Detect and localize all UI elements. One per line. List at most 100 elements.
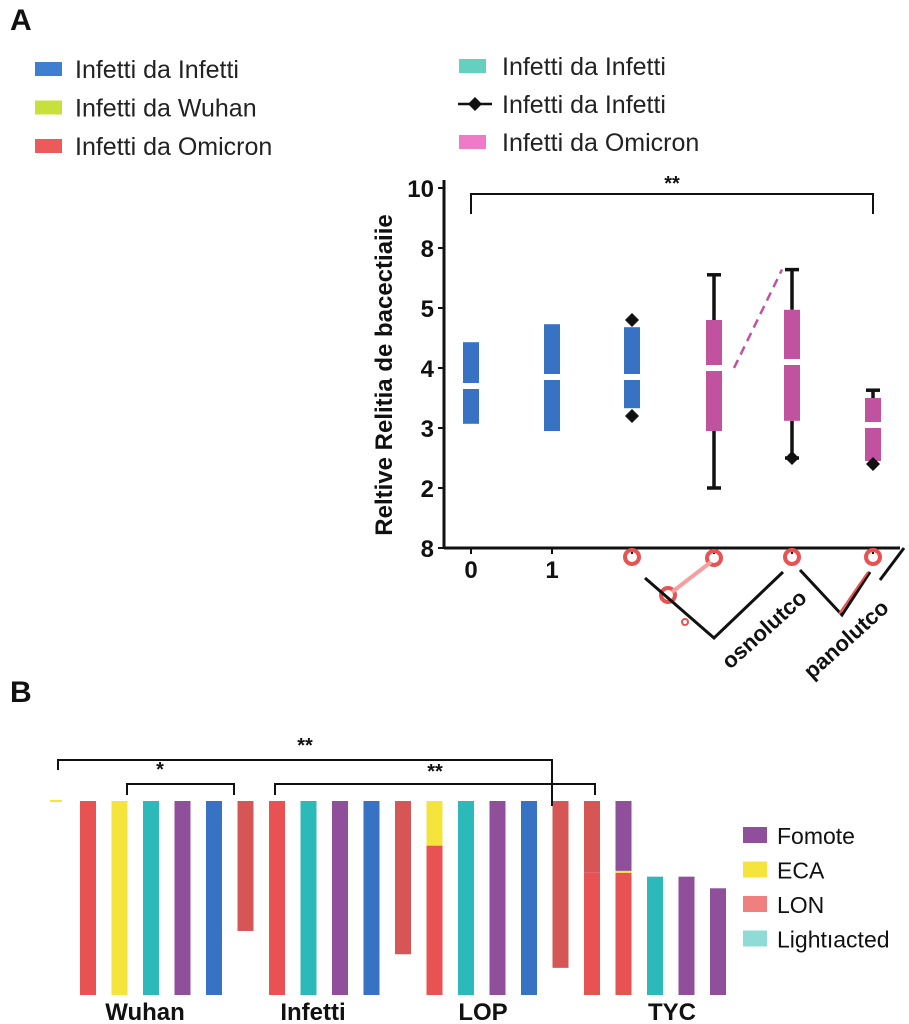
bar-9 [363,801,380,995]
y-axis-label: Reltive Relitia de bacectiaiie [371,214,398,535]
bar-segment [174,801,191,995]
box [706,320,722,431]
circle-marker-icon [705,549,723,567]
y-tick-label: 5 [421,296,434,323]
bar-segment [300,801,317,995]
dashed-connector [732,269,784,369]
box-2 [624,313,640,423]
panel-label-a: A [10,4,32,37]
bar-segment [269,801,285,995]
legend-swatch [459,59,486,73]
bar-3 [174,801,191,995]
median-line [784,359,800,365]
bar-11 [426,801,443,995]
median-line [865,422,881,428]
bar-segment [647,876,663,995]
zigzag-line [798,568,872,618]
significance-label: * [156,759,164,781]
bar-chart-panel-b: *** **Wuhan Infetti LOP TYCFomoteECALONLight… [50,735,890,1024]
box-plot-panel-a: 8 2 3 4 5 8 10 Reltive Relitia de bacectiaiie 0 1… [371,173,906,684]
bar-17 [615,801,632,995]
legend-label: Infetti da Omicron [502,129,699,157]
bar-segment [426,845,443,995]
legend-label: ECA [777,858,825,884]
legend-label: LON [777,892,824,918]
legend-swatch [459,135,486,149]
outlier-diamond [625,409,639,423]
y-tick-label: 8 [421,236,434,263]
bar-fragment [50,800,62,802]
x-tick-label: 1 [545,557,558,584]
circle-marker-icon [681,618,689,626]
legend-swatch [35,139,62,153]
legend-swatch [743,861,767,878]
bar-0 [80,801,96,995]
legend-label: Infetti da Infetti [75,56,239,84]
category-label: Wuhan [105,999,185,1024]
y-tick-label: 2 [421,476,434,503]
bar-8 [332,801,348,995]
significance-label: ** [297,735,313,757]
box-1 [544,324,560,431]
bar-segment [395,801,411,955]
outlier-diamond [866,457,880,471]
bar-13 [489,801,506,995]
bar-segment [458,801,474,995]
bar-segment [584,801,600,873]
x-rotated-label: osnolutco [717,585,812,674]
legend-label: Infetti da Wuhan [75,95,257,123]
legend-diamond-icon [468,97,482,111]
box-5 [865,388,881,471]
zigzag-line [644,570,785,641]
y-tick-label: 3 [421,416,434,443]
bar-12 [458,801,474,995]
panel-label-b: B [10,676,32,709]
bar-segment [143,801,159,995]
bar-segment [80,801,96,995]
bar-1 [111,801,128,995]
bar-2 [143,801,159,995]
bar-segment [615,870,632,873]
bar-20 [710,888,726,995]
box-4 [784,267,800,465]
significance-label: ** [427,761,443,783]
connector-line [838,571,869,615]
box [784,309,800,421]
y-tick-label: 10 [407,176,434,203]
legend-swatch [35,62,62,76]
median-line [463,383,479,389]
category-label: LOP [458,999,507,1024]
bar-18 [647,876,663,995]
significance-bracket [274,783,596,795]
legend-label: Infetti da Omicron [75,133,272,161]
category-label: Infetti [280,999,345,1024]
bar-6 [269,801,285,995]
y-tick-label: 8 [421,536,434,563]
legend-swatch [743,827,767,843]
bar-segment [206,801,222,995]
bar-segment [678,876,695,995]
bar-segment [332,801,348,995]
bar-segment [710,888,726,995]
bar-segment [426,801,443,846]
box [865,398,881,461]
outlier-diamond [785,451,799,465]
circle-marker-icon [659,586,677,604]
bar-15 [552,801,569,968]
median-line [544,374,560,380]
bar-segment [363,801,380,995]
bar-10 [395,801,411,955]
legend-swatch [35,100,62,115]
bar-segment [111,801,128,995]
connector-line [670,560,713,594]
legend-panel-a: Infetti da Infetti Infetti da Wuhan Infett… [35,53,699,161]
box [624,327,640,409]
significance-bracket [126,783,235,795]
bar-segment [237,801,254,931]
bar-14 [521,801,537,995]
circle-marker-icon [783,548,801,566]
significance-label: ** [664,173,680,195]
bar-4 [206,801,222,995]
circle-marker-icon [623,548,641,566]
